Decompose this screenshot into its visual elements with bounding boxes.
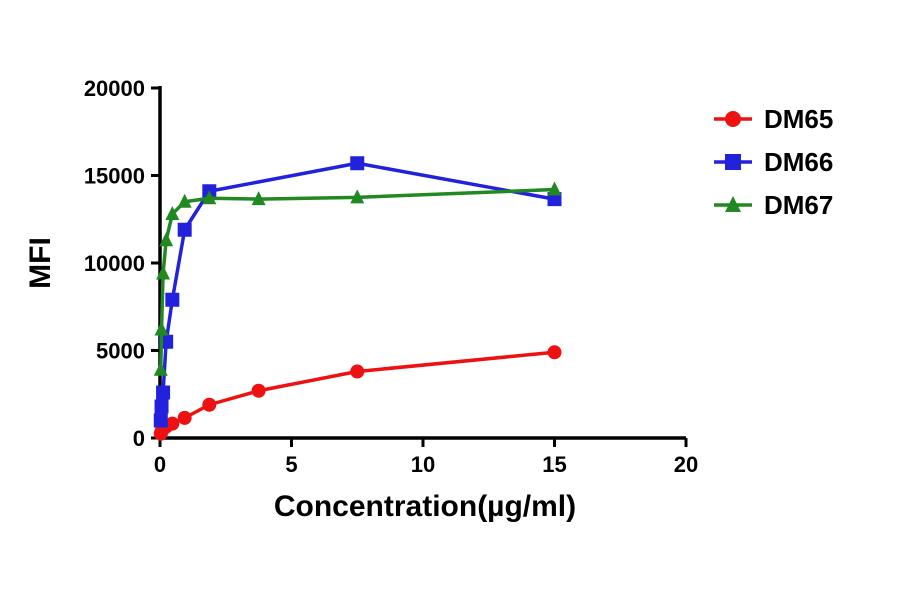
data-point-square: [165, 292, 180, 307]
data-point-triangle: [251, 191, 266, 206]
data-point-triangle: [177, 193, 192, 208]
data-point-circle: [202, 397, 217, 412]
x-tick-label: 10: [411, 452, 435, 477]
data-point-square: [177, 222, 192, 237]
legend-marker-triangle-icon: [714, 196, 752, 212]
legend-item-dm67: DM67: [714, 190, 833, 220]
data-point-triangle: [350, 189, 365, 204]
data-point-triangle: [156, 265, 171, 280]
y-tick-label: 0: [133, 426, 145, 451]
x-tick-label: 15: [542, 452, 566, 477]
data-point-square: [725, 154, 741, 170]
x-axis-title: Concentration(µg/ml): [274, 490, 576, 523]
data-point-triangle: [165, 206, 180, 220]
y-tick-label: 10000: [84, 251, 145, 276]
data-point-triangle: [153, 361, 168, 376]
y-tick-label: 20000: [84, 76, 145, 101]
data-point-triangle: [154, 321, 169, 336]
data-point-square: [350, 156, 365, 171]
legend-marker-square-icon: [714, 154, 752, 170]
legend: DM65 DM66 DM67: [714, 104, 833, 220]
data-point-triangle: [159, 232, 174, 247]
data-point-circle: [725, 111, 741, 127]
legend-marker-circle-icon: [714, 111, 752, 127]
series-dm65: [153, 345, 562, 441]
x-tick-label: 5: [285, 452, 297, 477]
data-point-circle: [547, 345, 562, 360]
series-line: [159, 187, 557, 372]
data-point-circle: [251, 383, 266, 398]
data-point-circle: [350, 364, 365, 379]
data-point-triangle: [202, 190, 217, 205]
legend-label-dm67: DM67: [764, 190, 833, 220]
legend-label-dm65: DM65: [764, 104, 833, 134]
data-point-square: [153, 413, 168, 428]
x-tick-label: 0: [154, 452, 166, 477]
data-point-circle: [165, 416, 180, 431]
data-point-triangle: [547, 181, 562, 196]
data-point-circle: [177, 410, 192, 425]
x-tick-label: 20: [674, 452, 698, 477]
series-dm66: [153, 156, 562, 428]
y-tick-label: 5000: [96, 339, 145, 364]
y-axis-title: MFI: [24, 237, 57, 289]
legend-item-dm65: DM65: [714, 104, 833, 134]
series-line: [159, 350, 557, 436]
legend-label-dm66: DM66: [764, 147, 833, 177]
data-point-triangle: [725, 196, 741, 212]
series-dm67: [153, 181, 562, 376]
data-point-square: [154, 399, 169, 414]
y-tick-label: 15000: [84, 164, 145, 189]
data-point-square: [547, 192, 562, 207]
legend-item-dm66: DM66: [714, 147, 833, 177]
data-point-square: [156, 385, 171, 400]
plot-area: 0 5000 10000 15000 20000 0 5 10 15 20: [84, 76, 698, 477]
